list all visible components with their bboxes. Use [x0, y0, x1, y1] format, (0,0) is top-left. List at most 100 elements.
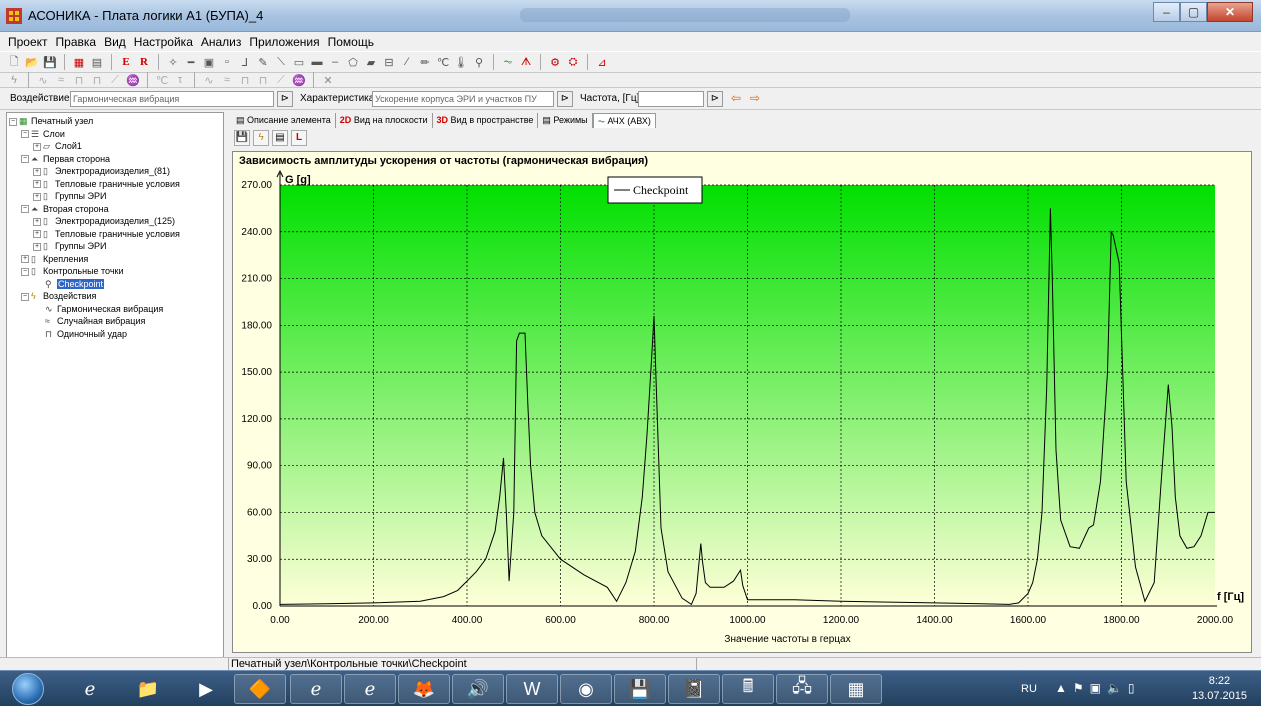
menu-settings[interactable]: Настройка [133, 34, 193, 49]
firefox-icon[interactable]: 🦊 [398, 674, 450, 704]
minimize-button[interactable]: – [1153, 2, 1180, 22]
tree-expander-icon[interactable]: − [21, 292, 29, 301]
analysis-run-icon[interactable]: ⛭ [568, 55, 578, 68]
notebook-icon[interactable]: 📓 [668, 674, 720, 704]
word-icon[interactable]: W [506, 674, 558, 704]
tree-expander-icon[interactable]: + [33, 230, 41, 239]
network-icon[interactable]: 🖧 [776, 674, 828, 704]
polygon-tool-icon[interactable]: ⬠ [348, 56, 358, 69]
tray-icons[interactable]: ▲⚑▣🔈▯ [1055, 681, 1141, 695]
impact-dropdown-button[interactable]: ⊳ [277, 91, 293, 107]
start-button[interactable] [12, 673, 44, 705]
tree-node[interactable]: − ▯ Контрольные точки [9, 265, 221, 278]
tree-expander-icon[interactable]: + [33, 192, 41, 201]
save-chart-icon[interactable]: 💾 [234, 130, 250, 146]
linear-t-icon[interactable]: ⟋ [277, 73, 285, 86]
temperature-impact-icon[interactable]: ℃ [155, 74, 169, 87]
temperature-icon[interactable]: ℃ [436, 56, 450, 69]
open-folder-icon[interactable]: 📂 [25, 56, 39, 69]
asonika-icon[interactable]: ▦ [830, 674, 882, 704]
tab-1[interactable]: 2D Вид на плоскости [336, 112, 433, 128]
e-mode-icon[interactable]: E [122, 56, 130, 68]
random-t-icon[interactable]: ≈ [223, 74, 231, 86]
tree-node[interactable]: − ⏶ Вторая сторона [9, 203, 221, 216]
rect-tool-icon[interactable]: ▭ [293, 56, 305, 69]
menu-view[interactable]: Вид [104, 34, 126, 49]
dash-small-icon[interactable]: ‒ [331, 56, 339, 68]
frequency-field[interactable] [638, 91, 704, 107]
tree-expander-icon[interactable]: + [33, 217, 41, 226]
diagonal-tool-icon[interactable]: ⟍ [277, 55, 285, 68]
time-icon[interactable]: τ [177, 74, 183, 86]
delete-icon[interactable]: ✕ [323, 74, 333, 87]
tree-expander-icon[interactable]: + [33, 167, 41, 176]
harmonic-t-icon[interactable]: ∿ [204, 74, 214, 87]
maximize-button[interactable]: ▢ [1180, 2, 1207, 22]
acoustic-icon[interactable]: ♒ [126, 74, 140, 87]
tree-node[interactable]: − ϟ Воздействия [9, 290, 221, 303]
characteristic-field[interactable]: Ускорение корпуса ЭРИ и участков ПУ [372, 91, 554, 107]
tree-node[interactable]: + ▱ Слой1 [9, 140, 221, 153]
tree-node[interactable]: − ☰ Слои [9, 128, 221, 141]
tree-expander-icon[interactable]: − [21, 267, 29, 276]
tree-node[interactable]: − ▦ Печатный узел [9, 115, 221, 128]
new-file-icon[interactable]: 🗋 [9, 55, 19, 68]
tab-0[interactable]: ▤ Описание элемента [232, 112, 336, 128]
tree-node[interactable]: ⊓ Одиночный удар [9, 328, 221, 341]
pencil-tool-icon[interactable]: ✏ [420, 56, 430, 69]
multi-shock-icon[interactable]: ⊓ [92, 74, 102, 87]
pointer-icon[interactable]: ✧ [168, 56, 178, 69]
frequency-mark-icon[interactable]: ᗑ [520, 55, 532, 68]
acoustic-t-icon[interactable]: ♒ [292, 74, 306, 87]
bracket-tool-icon[interactable]: ⊟ [384, 56, 394, 69]
chrome-icon[interactable]: ◉ [560, 674, 612, 704]
tree-expander-icon[interactable]: − [9, 117, 17, 126]
tree-node[interactable]: + ▯ Группы ЭРИ [9, 240, 221, 253]
lightning-icon[interactable]: ϟ [11, 74, 17, 86]
menu-analysis[interactable]: Анализ [200, 34, 242, 49]
tree-node[interactable]: + ▯ Крепления [9, 253, 221, 266]
tab-3[interactable]: ▤ Режимы [538, 112, 593, 128]
tree-expander-icon[interactable]: − [21, 205, 29, 214]
frequency-response-icon[interactable]: ⏦ [503, 55, 513, 68]
corner-tool-icon[interactable]: ⅃ [241, 56, 249, 69]
clock[interactable]: 8:22 13.07.2015 [1192, 674, 1247, 704]
analysis-icon[interactable]: ⚙ [550, 56, 560, 69]
tree-expander-icon[interactable]: + [33, 180, 41, 189]
next-arrow-icon[interactable]: ⇨ [750, 91, 761, 105]
random-vibration-icon[interactable]: ≈ [57, 74, 65, 86]
tree-node[interactable]: ∿ Гармоническая вибрация [9, 303, 221, 316]
media-player-icon[interactable]: ▶ [199, 678, 213, 699]
shock-icon[interactable]: ⊓ [74, 74, 84, 87]
tree-node[interactable]: + ▯ Тепловые граничные условия [9, 228, 221, 241]
ie-task2-icon[interactable]: ℯ [344, 674, 396, 704]
frequency-dropdown-button[interactable]: ⊳ [707, 91, 723, 107]
tree-expander-icon[interactable]: + [33, 242, 41, 251]
harmonic-icon[interactable]: ∿ [38, 74, 48, 87]
tab-2[interactable]: 3D Вид в пространстве [433, 112, 539, 128]
multi-shock-t-icon[interactable]: ⊓ [258, 74, 268, 87]
line-tool-icon[interactable]: ━ [187, 56, 195, 69]
checkpoint-tool-icon[interactable]: ⚲ [474, 56, 484, 69]
tree-expander-icon[interactable]: + [33, 142, 41, 151]
log-scale-icon[interactable]: L [291, 130, 307, 146]
grid-icon[interactable]: ▦ [73, 56, 85, 69]
pen-tool-icon[interactable]: ✎ [258, 56, 268, 69]
asonika-task-icon[interactable]: 🔶 [234, 674, 286, 704]
tree-node[interactable]: + ▯ Тепловые граничные условия [9, 178, 221, 191]
document-icon[interactable]: ▤ [272, 130, 288, 146]
table-icon[interactable]: ▤ [91, 56, 103, 69]
tree-node[interactable]: ≈ Случайная вибрация [9, 315, 221, 328]
tree-node[interactable]: + ▯ Электрорадиоизделия_(81) [9, 165, 221, 178]
lightning-icon[interactable]: ϟ [253, 130, 269, 146]
menu-applications[interactable]: Приложения [249, 34, 320, 49]
tree-node[interactable]: ⚲ Checkpoint [9, 278, 221, 291]
tree-node[interactable]: + ▯ Электрорадиоизделия_(125) [9, 215, 221, 228]
impact-field[interactable]: Гармоническая вибрация [70, 91, 274, 107]
mount-tool-icon[interactable]: ▰ [366, 56, 376, 69]
menu-help[interactable]: Помощь [327, 34, 374, 49]
r-mode-icon[interactable]: R [140, 56, 148, 68]
tree-node[interactable]: − ⏶ Первая сторона [9, 153, 221, 166]
element-add-icon[interactable]: ▫ [225, 56, 229, 68]
ie-task-icon[interactable]: ℯ [290, 674, 342, 704]
